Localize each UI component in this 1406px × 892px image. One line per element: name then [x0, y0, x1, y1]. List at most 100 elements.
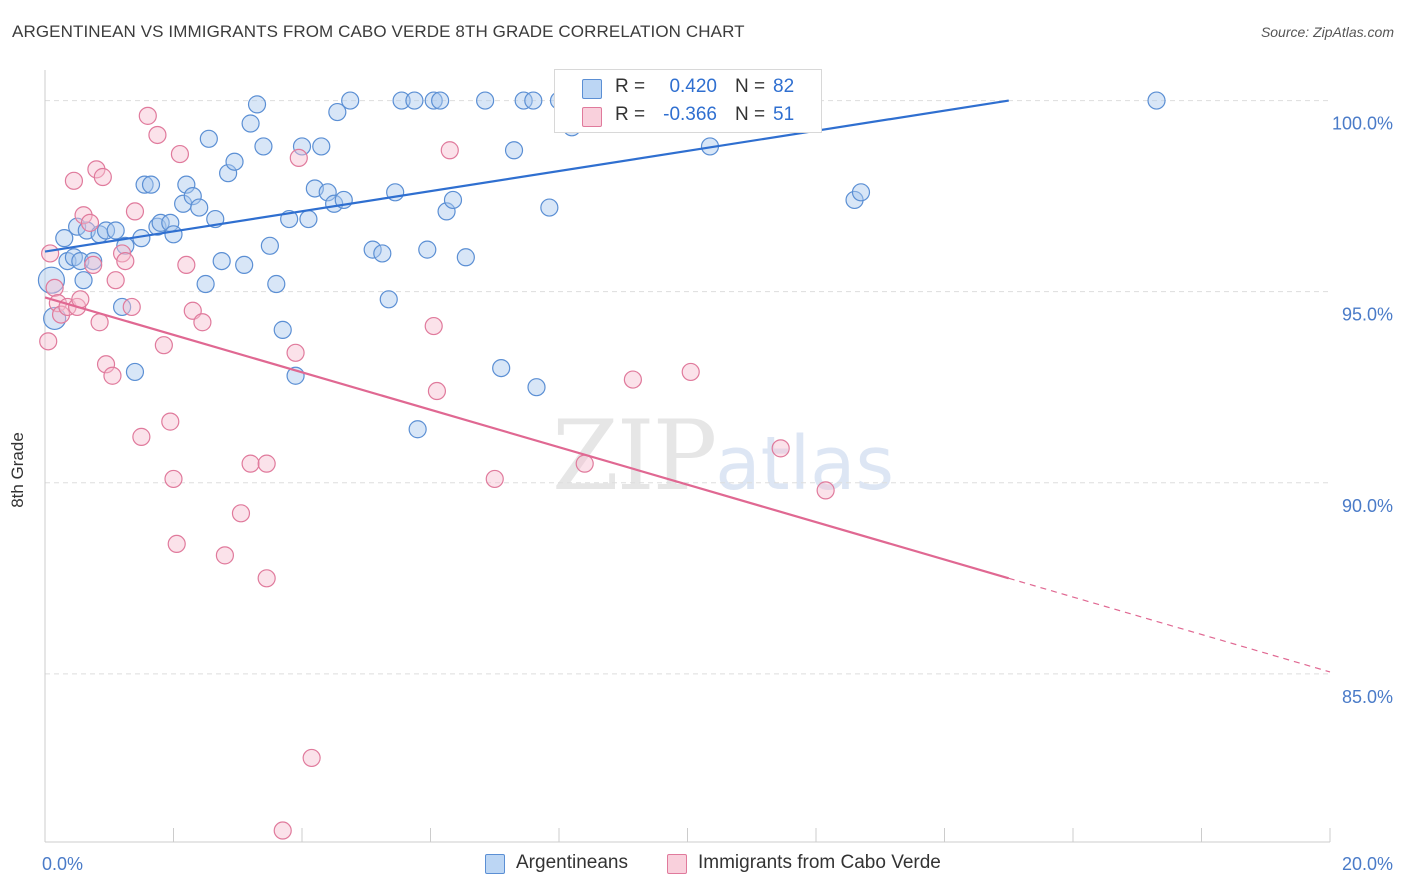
point-cabo-verde: [424, 316, 443, 336]
legend-r-value: -0.366: [663, 104, 717, 125]
point-cabo-verde: [771, 439, 790, 458]
point-argentinean: [418, 240, 437, 259]
legend-r-value: 0.420: [669, 76, 717, 97]
point-cabo-verde: [485, 469, 504, 489]
point-argentinean: [55, 229, 74, 248]
correlation-legend: R = 0.420 N = 82 R = -0.366 N = 51: [554, 69, 822, 133]
axes: [44, 70, 1331, 843]
point-argentinean: [424, 91, 443, 110]
point-cabo-verde: [289, 148, 308, 168]
point-argentinean: [225, 152, 244, 171]
point-argentinean: [199, 129, 218, 148]
point-argentinean: [273, 320, 292, 339]
point-argentinean: [492, 358, 511, 378]
point-argentinean: [135, 175, 154, 194]
legend-r-label: R =: [615, 104, 646, 125]
legend-n-value: 82: [773, 76, 795, 97]
point-argentinean: [328, 102, 347, 122]
point-argentinean: [312, 137, 331, 156]
source-credit: Source: ZipAtlas.com: [1260, 24, 1394, 40]
x-tick-label: 20.0%: [1342, 854, 1393, 874]
point-argentinean: [514, 91, 533, 110]
legend-swatch-blue: [582, 79, 602, 99]
point-argentinean: [292, 137, 312, 156]
watermark-zip: ZIP: [552, 400, 717, 512]
point-argentinean: [125, 362, 145, 382]
point-cabo-verde: [39, 332, 58, 351]
point-cabo-verde: [41, 244, 60, 263]
point-argentinean: [247, 95, 267, 114]
point-argentinean: [151, 213, 170, 232]
point-argentinean: [476, 91, 495, 110]
point-cabo-verde: [164, 469, 183, 489]
point-cabo-verde: [816, 481, 835, 500]
trend-line-argentineans: [44, 99, 1009, 253]
point-argentinean: [112, 297, 132, 317]
point-cabo-verde: [231, 504, 251, 523]
point-argentinean: [183, 187, 202, 206]
point-cabo-verde: [302, 748, 321, 768]
point-cabo-verde: [125, 202, 145, 221]
point-argentinean: [1147, 91, 1166, 110]
point-argentinean: [408, 420, 427, 439]
y-tick-label: 85.0%: [1342, 687, 1393, 707]
data-points: [37, 91, 1166, 840]
point-argentinean: [363, 240, 382, 259]
legend-r-label: R =: [615, 76, 646, 97]
legend-n-value: 51: [773, 104, 795, 125]
legend-n-label: N =: [735, 76, 766, 97]
point-argentinean: [43, 306, 67, 331]
point-argentinean: [392, 91, 411, 110]
point-cabo-verde: [427, 381, 447, 401]
point-argentinean: [851, 183, 871, 202]
point-argentinean: [504, 141, 524, 160]
point-argentinean: [379, 290, 398, 309]
point-argentinean: [141, 175, 161, 194]
watermark-atlas: atlas: [715, 421, 895, 507]
legend-n-label: N =: [735, 104, 766, 125]
point-argentinean: [254, 137, 273, 156]
point-argentinean: [260, 236, 279, 255]
bottom-legend-swatch-blue: [485, 854, 505, 874]
bottom-legend-label: Immigrants from Cabo Verde: [698, 852, 941, 873]
y-tick-label: 90.0%: [1342, 496, 1393, 516]
point-argentinean: [190, 198, 209, 217]
point-argentinean: [456, 248, 475, 267]
point-cabo-verde: [122, 297, 141, 317]
trend-line-cabo-verde: [44, 296, 1010, 580]
y-tick-label: 95.0%: [1342, 305, 1393, 325]
legend-swatch-pink: [582, 107, 602, 127]
point-cabo-verde: [440, 141, 459, 160]
point-cabo-verde: [45, 278, 64, 297]
point-argentinean: [241, 114, 260, 133]
point-argentinean: [437, 202, 456, 221]
point-argentinean: [527, 378, 546, 397]
point-argentinean: [196, 274, 215, 294]
trend-line-cabo-verde-extension: [1008, 577, 1331, 673]
point-cabo-verde: [257, 454, 276, 473]
point-argentinean: [219, 164, 238, 183]
point-cabo-verde: [575, 454, 594, 473]
point-cabo-verde: [623, 370, 642, 389]
bottom-legend-label: Argentineans: [516, 852, 628, 873]
point-argentinean: [524, 91, 543, 110]
point-cabo-verde: [93, 167, 112, 187]
point-argentinean: [267, 274, 286, 294]
point-argentinean: [318, 183, 337, 202]
point-argentinean: [96, 221, 116, 240]
point-cabo-verde: [681, 362, 700, 382]
point-cabo-verde: [116, 251, 135, 271]
point-cabo-verde: [80, 213, 100, 232]
point-argentinean: [341, 91, 360, 110]
point-cabo-verde: [170, 144, 190, 164]
legend-row-cabo-verde: R = -0.366 N = 51: [555, 100, 821, 130]
point-cabo-verde: [132, 427, 151, 446]
bottom-legend-swatch-pink: [667, 854, 687, 874]
y-tick-label: 100.0%: [1332, 114, 1393, 134]
point-argentinean: [106, 221, 125, 240]
point-cabo-verde: [148, 125, 167, 145]
trend-lines: [44, 99, 1331, 673]
point-cabo-verde: [64, 171, 84, 190]
point-cabo-verde: [286, 343, 305, 362]
